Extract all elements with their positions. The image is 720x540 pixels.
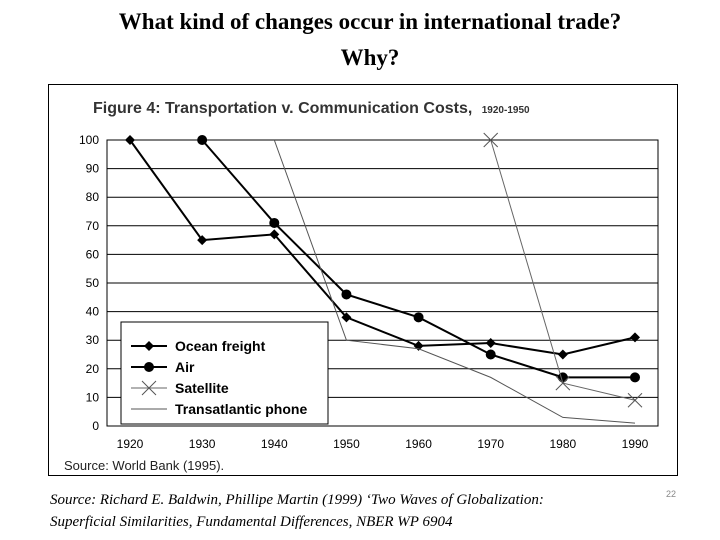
point-satellite — [483, 132, 499, 148]
x-tick-label: 1920 — [117, 437, 144, 451]
legend-swatch-marker — [141, 380, 157, 396]
point-ocean-freight — [269, 229, 280, 240]
series-air — [197, 135, 640, 383]
y-tick-label: 90 — [86, 162, 100, 176]
title-line-2: Why? — [340, 45, 400, 70]
legend: Ocean freight Air Satellite Transatlantic p… — [120, 321, 329, 425]
x-tick-label: 1950 — [333, 437, 360, 451]
y-tick-label: 40 — [86, 305, 100, 319]
point-air — [485, 349, 496, 360]
chart-title: Figure 4: Transportation v. Communicatio… — [93, 100, 530, 117]
y-tick-label: 30 — [86, 333, 100, 347]
x-tick-label: 1990 — [622, 437, 649, 451]
y-tick-label: 80 — [86, 190, 100, 204]
point-ocean-freight — [341, 312, 352, 323]
legend-item-transatlantic-phone: Transatlantic phone — [131, 401, 307, 417]
y-tick-label: 20 — [86, 362, 100, 376]
legend-item-ocean-freight: Ocean freight — [131, 338, 266, 354]
page-number: 22 — [666, 489, 677, 499]
point-air — [341, 289, 352, 300]
point-ocean-freight — [557, 349, 568, 360]
x-tick-label: 1980 — [550, 437, 577, 451]
point-ocean-freight — [125, 135, 135, 145]
point-air — [413, 312, 424, 323]
series-line-transatlantic-phone — [273, 139, 636, 424]
series-transatlantic-phone — [273, 139, 636, 424]
legend-item-air: Air — [131, 359, 195, 375]
y-tick-label: 50 — [86, 276, 100, 290]
point-satellite — [627, 392, 643, 408]
legend-label: Transatlantic phone — [175, 401, 307, 417]
legend-box — [120, 321, 329, 425]
x-tick-label: 1930 — [189, 437, 216, 451]
series-lines — [125, 132, 643, 424]
point-ocean-freight — [197, 235, 208, 246]
legend-label: Satellite — [175, 380, 229, 396]
source-line-1: Source: Richard E. Baldwin, Phillipe Mar… — [50, 492, 544, 508]
legend-items: Ocean freight Air Satellite Transatlantic p… — [131, 338, 307, 417]
chart-figure: Figure 4: Transportation v. Communicatio… — [48, 84, 678, 476]
y-tick-label: 70 — [86, 219, 100, 233]
title-line-1: What kind of changes occur in internatio… — [118, 9, 622, 34]
x-tick-label: 1970 — [477, 437, 504, 451]
x-tick-label: 1940 — [261, 437, 288, 451]
legend-label: Ocean freight — [175, 338, 266, 354]
point-air — [557, 372, 568, 383]
point-air — [197, 135, 208, 145]
chart-footnote: Source: World Bank (1995). — [64, 458, 224, 473]
y-tick-label: 60 — [86, 247, 100, 261]
x-tick-label: 1960 — [405, 437, 432, 451]
chart-title-main: Figure 4: Transportation v. Communicatio… — [93, 100, 472, 117]
source-citation: Source: Richard E. Baldwin, Phillipe Mar… — [50, 489, 690, 533]
series-satellite — [483, 132, 643, 408]
point-ocean-freight — [485, 338, 496, 349]
slide-title: What kind of changes occur in internatio… — [40, 4, 700, 76]
point-satellite — [555, 375, 571, 391]
point-ocean-freight — [630, 332, 640, 343]
legend-label: Air — [175, 359, 195, 375]
legend-swatch-marker — [144, 341, 154, 351]
legend-swatch-marker — [144, 362, 154, 372]
legend-item-satellite: Satellite — [131, 380, 229, 396]
y-tick-label: 100 — [79, 133, 99, 147]
y-tick-label: 0 — [92, 419, 99, 433]
y-tick-label: 10 — [86, 390, 100, 404]
x-axis-ticks: 1920 1930 1940 1950 1960 1970 1980 1990 — [117, 437, 649, 451]
point-air — [630, 372, 640, 383]
point-air — [269, 217, 280, 228]
source-line-2: Superficial Similarities, Fundamental Di… — [50, 514, 453, 530]
chart-title-years: 1920-1950 — [482, 105, 530, 116]
series-line-ocean-freight — [129, 139, 636, 356]
y-axis-ticks: 0 10 20 30 40 50 60 70 80 90 100 — [79, 133, 99, 433]
